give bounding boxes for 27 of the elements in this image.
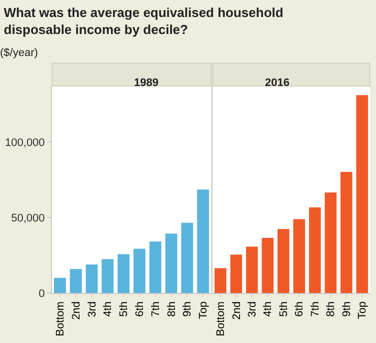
y-axis-title: ($/year) <box>0 47 38 59</box>
x-tick-label: 3rd <box>246 301 259 318</box>
chart-title: What was the average equivalised household disposable income by decile? <box>4 5 284 38</box>
x-tick-label: 5th <box>278 301 290 317</box>
x-tick-label: 5th <box>118 301 130 317</box>
x-tick-label: 4th <box>102 301 114 317</box>
x-tick-label: Bottom <box>215 301 228 336</box>
x-tick-label: 2nd <box>230 301 243 320</box>
x-tick-label: 2nd <box>70 301 82 320</box>
x-tick-label: 7th <box>150 301 162 317</box>
chart-title: 2016 <box>265 77 290 89</box>
y-tick-label: 100,000 <box>5 136 45 149</box>
y-tick-label: 50,000 <box>11 212 45 224</box>
x-tick-label: 6th <box>134 301 146 317</box>
x-tick-label: 6th <box>294 301 306 317</box>
x-tick-label: 4th <box>262 301 274 317</box>
x-tick-label: 7th <box>309 301 322 317</box>
x-tick-label: 8th <box>325 301 338 317</box>
chart-subtitle: 1989 <box>134 77 158 89</box>
x-tick-label: 9th <box>340 301 353 317</box>
x-tick-label: Bottom <box>54 301 67 336</box>
x-tick-label: Top <box>198 301 210 320</box>
x-tick-label: 9th <box>182 301 194 317</box>
x-tick-label: Top <box>356 301 369 320</box>
x-tick-label: 8th <box>166 301 178 317</box>
y-tick-label: 0 <box>38 288 45 300</box>
x-tick-label: 3rd <box>86 301 98 318</box>
